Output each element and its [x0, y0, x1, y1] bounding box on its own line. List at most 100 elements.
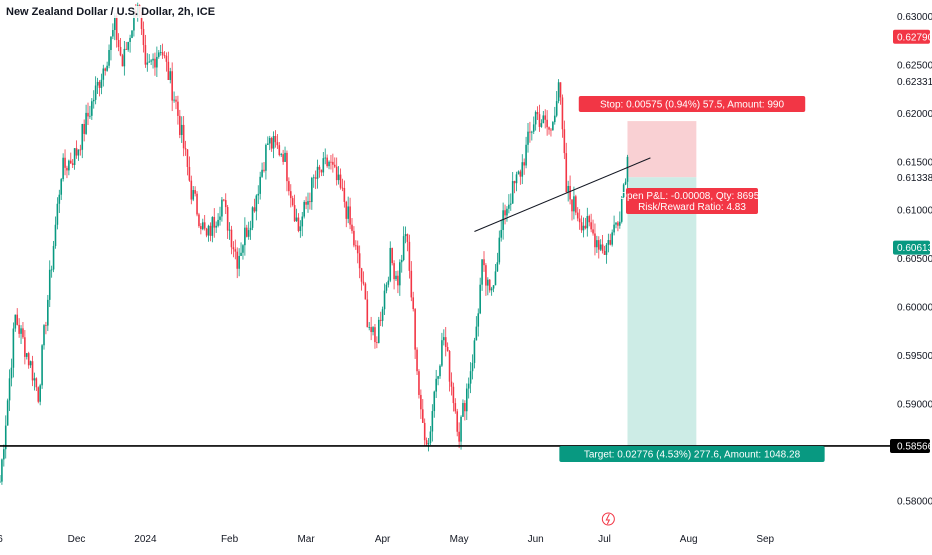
- lightning-icon: [605, 513, 611, 525]
- candle-body: [238, 255, 240, 269]
- x-tick-label: 6: [0, 534, 3, 545]
- candle-body: [494, 271, 497, 286]
- candle-body: [349, 206, 351, 225]
- y-tick-label: 0.62000: [897, 109, 932, 120]
- candle-body: [569, 185, 571, 200]
- price-tag-bg: [893, 29, 930, 44]
- candle-body: [412, 297, 415, 310]
- candle-body: [29, 361, 32, 366]
- candle-body: [416, 349, 418, 372]
- x-tick-label: Dec: [68, 534, 86, 545]
- candle-body: [14, 314, 17, 329]
- candle-body: [383, 290, 386, 310]
- support-price-tag: 0.58566: [890, 438, 932, 453]
- candle-body: [305, 201, 307, 205]
- candle-body: [433, 391, 436, 412]
- candle-body: [532, 124, 535, 132]
- candle-body: [177, 101, 179, 116]
- candle-body: [590, 222, 592, 230]
- candle-body: [268, 138, 271, 144]
- open-pnl-text: Open P&L: -0.00008, Qty: 86956: [619, 191, 765, 202]
- candle-body: [192, 190, 195, 200]
- candle-body: [146, 62, 149, 65]
- candle-body: [557, 82, 560, 102]
- position-tool[interactable]: [627, 121, 697, 446]
- candle-body: [211, 217, 214, 236]
- candle-body: [142, 28, 145, 46]
- candle-body: [75, 148, 78, 156]
- candle-body: [10, 367, 13, 379]
- candle-body: [479, 284, 481, 314]
- candle-body: [91, 101, 93, 116]
- candle-body: [429, 431, 432, 444]
- candle-body: [385, 284, 388, 291]
- candle-body: [303, 201, 305, 217]
- time-axis[interactable]: 6 Dec 2024 Feb Mar Apr May Jun Jul Aug Sep: [0, 512, 775, 545]
- candle-body: [617, 222, 619, 226]
- drawings[interactable]: [0, 157, 890, 447]
- candle-body: [81, 124, 84, 150]
- open-pnl-box: Open P&L: -0.00008, Qty: 86956Risk/Rewar…: [619, 188, 765, 214]
- candle-body: [144, 45, 147, 65]
- candle-body: [73, 148, 76, 165]
- candle-body: [270, 138, 273, 149]
- candle-body: [339, 174, 342, 188]
- price-axis[interactable]: 0.63000 0.62500 0.62331 0.62000 0.61500 0.613…: [890, 12, 932, 507]
- candle-body: [465, 388, 468, 412]
- candle-body: [374, 327, 376, 343]
- candle-body: [79, 149, 82, 151]
- candle-body: [441, 340, 443, 366]
- candle-body: [379, 319, 382, 321]
- candle-body: [372, 327, 374, 333]
- reward-zone[interactable]: [627, 177, 697, 446]
- candle-body: [469, 371, 472, 384]
- candle-body: [575, 196, 577, 213]
- candle-body: [224, 200, 227, 208]
- candle-body: [52, 245, 55, 270]
- candle-body: [337, 174, 340, 181]
- candle-body: [596, 240, 598, 248]
- candle-body: [249, 227, 252, 231]
- candle-body: [609, 240, 612, 245]
- candle-body: [4, 425, 7, 450]
- candle-body: [333, 164, 336, 167]
- candle-body: [190, 180, 193, 200]
- candle-body: [274, 136, 277, 143]
- candle-body: [511, 181, 514, 204]
- y-tick-label: 0.58000: [897, 496, 932, 507]
- x-tick-label: Apr: [375, 534, 391, 545]
- target-label-text: Target: 0.02776 (4.53%) 277.6, Amount: 1…: [584, 450, 801, 461]
- candle-body: [236, 251, 239, 269]
- candle-body: [322, 158, 325, 173]
- candle-body: [504, 210, 506, 216]
- candle-body: [435, 378, 437, 392]
- candle-body: [376, 342, 378, 343]
- candle-body: [22, 328, 24, 338]
- candle-body: [395, 275, 397, 280]
- candle-body: [506, 208, 508, 216]
- candle-body: [356, 245, 359, 254]
- candle-body: [58, 194, 61, 204]
- candle-body: [477, 313, 480, 327]
- event-icon[interactable]: [601, 512, 615, 526]
- candle-body: [169, 71, 172, 81]
- candle-body: [311, 177, 313, 203]
- risk-zone[interactable]: [627, 121, 697, 178]
- candle-body: [414, 309, 416, 350]
- candle-body: [106, 65, 108, 71]
- candle-body: [272, 136, 275, 149]
- candle-body: [112, 30, 114, 37]
- candle-body: [473, 340, 476, 363]
- candle-body: [207, 225, 210, 236]
- candle-body: [397, 275, 399, 286]
- candle-body: [247, 230, 250, 237]
- candle-body: [37, 387, 40, 402]
- trendline[interactable]: [474, 157, 651, 232]
- candle-body: [98, 81, 101, 88]
- candle-body: [234, 249, 237, 252]
- candle-body: [156, 56, 158, 68]
- candle-body: [467, 383, 470, 389]
- candle-body: [540, 123, 543, 127]
